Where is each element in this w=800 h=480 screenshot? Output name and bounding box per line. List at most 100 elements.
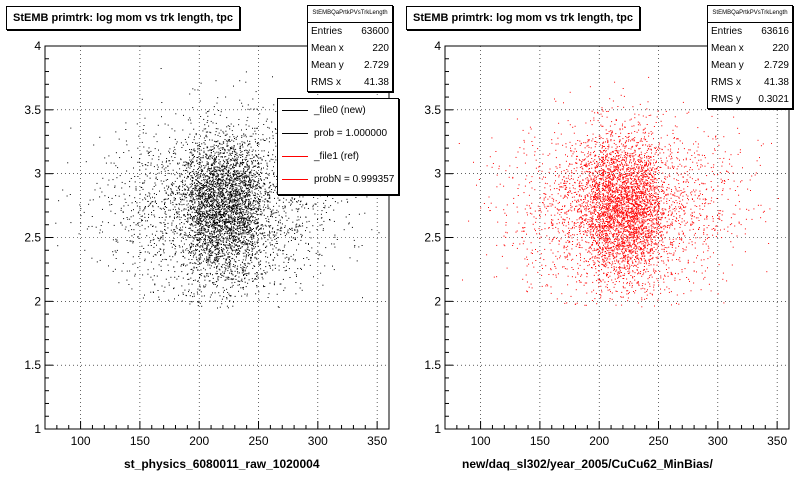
data-point <box>231 233 233 235</box>
data-point <box>218 236 220 238</box>
data-point <box>308 243 309 245</box>
data-point <box>243 236 245 238</box>
data-point <box>243 222 245 224</box>
data-point <box>215 241 217 243</box>
data-point <box>176 261 178 263</box>
data-point <box>222 196 223 198</box>
data-point <box>212 157 214 159</box>
data-point <box>55 222 57 224</box>
data-point <box>236 160 238 162</box>
data-point <box>112 251 114 253</box>
data-point <box>209 232 211 234</box>
data-point <box>196 249 198 251</box>
data-point <box>156 203 157 204</box>
data-point <box>216 286 218 288</box>
data-point <box>225 199 227 201</box>
data-point <box>223 147 224 149</box>
data-point <box>287 229 289 231</box>
data-point <box>232 305 234 307</box>
data-point <box>171 184 173 186</box>
data-point <box>251 150 253 152</box>
data-point <box>172 256 174 258</box>
data-point <box>208 230 210 232</box>
data-point <box>248 220 250 222</box>
data-point <box>227 125 229 127</box>
data-point <box>236 135 238 137</box>
data-point <box>142 210 144 212</box>
data-point <box>224 215 226 217</box>
data-point <box>247 166 249 168</box>
data-point <box>237 218 238 220</box>
data-point <box>206 201 208 203</box>
data-point <box>203 251 205 253</box>
data-point <box>163 248 165 250</box>
data-point <box>276 212 278 214</box>
data-point <box>226 167 228 169</box>
data-point <box>230 185 231 186</box>
data-point <box>146 150 148 152</box>
data-point <box>224 180 226 182</box>
data-point <box>156 230 158 232</box>
data-point <box>227 194 228 196</box>
data-point <box>218 199 220 201</box>
data-point <box>250 179 252 181</box>
data-point <box>199 222 201 224</box>
data-point <box>208 157 210 159</box>
data-point <box>198 180 199 182</box>
data-point <box>279 283 281 285</box>
data-point <box>229 181 231 183</box>
data-point <box>245 196 247 198</box>
data-point <box>151 158 153 160</box>
data-point <box>197 173 199 175</box>
data-point <box>248 180 249 182</box>
data-point <box>280 230 282 232</box>
data-point <box>148 213 150 215</box>
data-point <box>210 146 212 148</box>
data-point <box>195 226 197 228</box>
data-point <box>237 226 239 228</box>
data-point <box>209 222 211 223</box>
data-point <box>268 207 270 209</box>
data-point <box>198 191 200 193</box>
data-point <box>207 131 209 133</box>
data-point <box>298 208 300 210</box>
data-point <box>257 222 259 224</box>
data-point <box>216 210 218 212</box>
data-point <box>202 205 204 207</box>
data-point <box>212 216 214 218</box>
data-point <box>274 238 276 240</box>
data-point <box>158 299 160 301</box>
data-point <box>251 244 253 246</box>
data-point <box>222 203 224 205</box>
data-point <box>229 153 231 155</box>
data-point <box>144 206 146 207</box>
data-point <box>182 179 184 181</box>
data-point <box>247 145 249 147</box>
data-point <box>243 263 245 265</box>
data-point <box>234 153 236 155</box>
data-point <box>358 213 360 215</box>
data-point <box>233 203 235 205</box>
data-point <box>255 293 257 295</box>
data-point <box>195 263 197 265</box>
data-point <box>245 206 247 208</box>
data-point <box>182 236 184 238</box>
data-point <box>296 231 298 233</box>
data-point <box>210 223 212 225</box>
data-point <box>230 201 232 203</box>
data-point <box>245 195 247 196</box>
data-point <box>217 234 219 235</box>
data-point <box>178 214 180 216</box>
data-point <box>217 167 219 169</box>
data-point <box>273 212 275 214</box>
data-point <box>172 208 174 210</box>
data-point <box>221 188 223 190</box>
data-point <box>226 166 228 168</box>
data-point <box>211 201 213 203</box>
data-point <box>224 205 226 206</box>
data-point <box>191 268 193 270</box>
data-point <box>189 227 191 229</box>
data-point <box>240 154 242 156</box>
data-point <box>199 274 201 275</box>
data-point <box>239 226 241 228</box>
